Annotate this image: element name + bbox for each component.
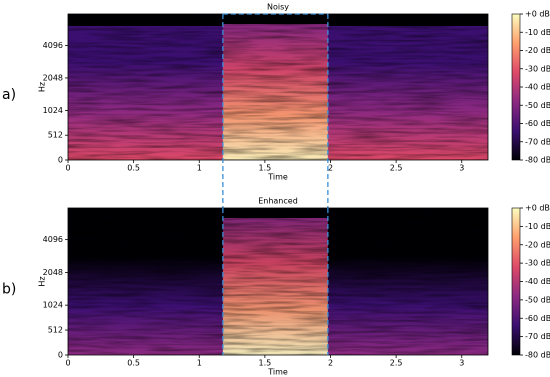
- y-tick-label: 512: [48, 326, 63, 335]
- x-tick-label: 0.5: [127, 359, 140, 368]
- x-axis-label: Time: [267, 173, 288, 182]
- x-tick-label: 2: [328, 359, 333, 368]
- y-tick-label: 1024: [43, 301, 63, 310]
- texture: [68, 14, 488, 160]
- x-tick-label: 1.5: [259, 164, 272, 173]
- axes-frame: [67, 207, 489, 356]
- panel-label: b): [2, 282, 16, 298]
- colorbar-tick-label: -30 dB: [525, 259, 550, 268]
- colorbar-tick-label: -20 dB: [525, 46, 550, 55]
- y-tick-label: 2048: [43, 268, 63, 277]
- colorbar-tick-label: -50 dB: [525, 101, 550, 110]
- colorbar-tick-label: -10 dB: [525, 222, 550, 231]
- colorbar-tick-label: +0 dB: [525, 204, 550, 213]
- colorbar-tick-label: -70 dB: [525, 137, 550, 146]
- colorbar-tick-label: -30 dB: [525, 64, 550, 73]
- x-tick-label: 2.5: [390, 359, 403, 368]
- colorbar-tick-label: +0 dB: [525, 10, 550, 19]
- y-tick-label: 2048: [43, 73, 63, 82]
- x-tick-label: 2: [328, 164, 333, 173]
- y-tick-label: 0: [58, 156, 63, 165]
- panel-label: a): [2, 87, 16, 103]
- x-tick-label: 1.5: [259, 359, 272, 368]
- colorbar-tick-label: -40 dB: [525, 277, 550, 286]
- texture: [68, 208, 488, 355]
- colorbar-tick-label: -60 dB: [525, 119, 550, 128]
- y-tick-label: 0: [58, 351, 63, 360]
- colorbar-tick-label: -70 dB: [525, 332, 550, 341]
- y-tick-label: 4096: [43, 41, 63, 50]
- x-axis-label: Time: [267, 368, 288, 377]
- y-tick-label: 512: [48, 131, 63, 140]
- colorbar-tick-label: -80 dB: [525, 351, 550, 360]
- axes-frame: [67, 13, 489, 161]
- y-tick-label: 4096: [43, 235, 63, 244]
- x-tick-label: 0: [65, 359, 70, 368]
- colorbar-tick-label: -80 dB: [525, 156, 550, 165]
- x-tick-label: 1: [197, 359, 202, 368]
- x-tick-label: 1: [197, 164, 202, 173]
- y-tick-label: 1024: [43, 106, 63, 115]
- y-axis-label: Hz: [38, 82, 47, 92]
- x-tick-label: 2.5: [390, 164, 403, 173]
- x-tick-label: 0: [65, 164, 70, 173]
- x-tick-label: 0.5: [127, 164, 140, 173]
- chart-title: Enhanced: [258, 197, 298, 206]
- colorbar-tick-label: -50 dB: [525, 295, 550, 304]
- colorbar-tick-label: -40 dB: [525, 83, 550, 92]
- colorbar-tick-label: -20 dB: [525, 240, 550, 249]
- chart-title: Noisy: [267, 3, 289, 12]
- y-axis-label: Hz: [38, 276, 47, 286]
- x-tick-label: 3: [459, 164, 464, 173]
- x-tick-label: 3: [459, 359, 464, 368]
- colorbar-tick-label: -60 dB: [525, 314, 550, 323]
- colorbar: [511, 207, 521, 356]
- colorbar-tick-label: -10 dB: [525, 28, 550, 37]
- colorbar: [511, 13, 521, 161]
